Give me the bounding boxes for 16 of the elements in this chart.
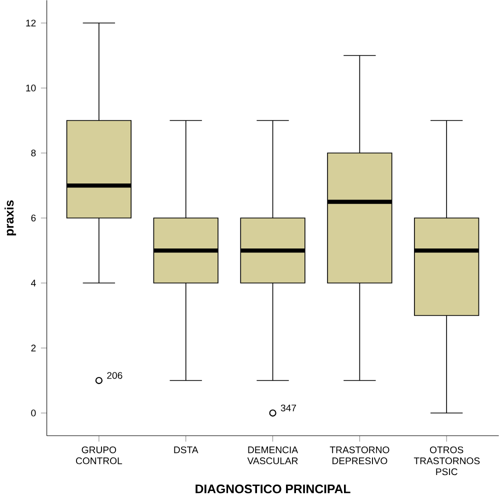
y-tick-label: 12: [26, 20, 36, 26]
annotation: 347: [280, 404, 296, 412]
y-tick-label: 8: [31, 150, 36, 156]
annotation: 206: [107, 372, 122, 379]
x-axis-title: DIAGNOSTICO PRINCIPAL: [196, 484, 350, 494]
x-tick-label: TRASTORNO DEPRESIVO: [330, 446, 390, 464]
y-axis-title: praxis: [4, 200, 16, 236]
y-tick-label: 2: [31, 344, 36, 352]
x-tick-label: DEMENCIA VASCULAR: [247, 446, 298, 464]
y-tick-label: 10: [26, 84, 36, 92]
y-tick-label: 0: [31, 410, 36, 416]
x-tick-label: GRUPO CONTROL: [76, 446, 122, 464]
x-tick-label: OTROS TRASTORNOS PSIC: [414, 446, 480, 476]
x-tick-label: DSTA: [174, 446, 198, 454]
y-tick-label: 6: [31, 214, 36, 222]
y-tick-label: 4: [31, 280, 36, 286]
